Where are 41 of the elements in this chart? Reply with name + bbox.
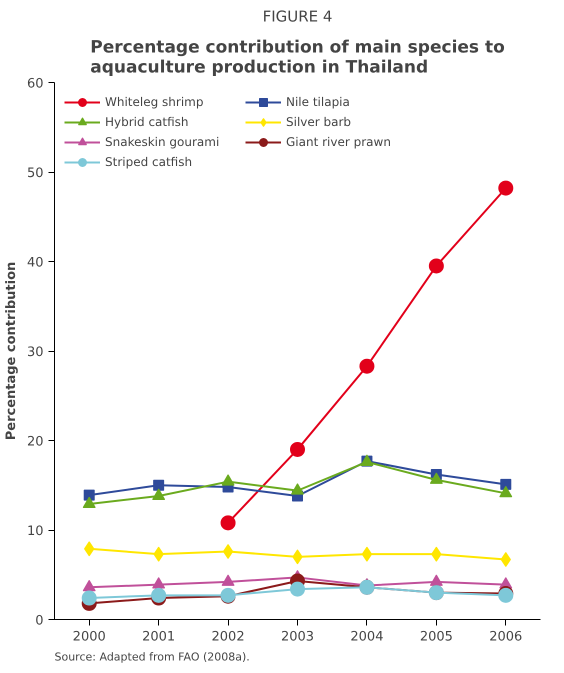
- x-tick-label: 2006: [489, 630, 522, 644]
- y-tick-label: 40: [26, 256, 44, 270]
- point: [292, 549, 303, 564]
- x-tick-label: 2005: [420, 630, 453, 644]
- legend-label: Striped catfish: [105, 155, 194, 169]
- point: [151, 588, 166, 603]
- legend-label: Whiteleg shrimp: [105, 95, 204, 109]
- point: [498, 180, 514, 196]
- point: [82, 590, 97, 606]
- point: [290, 582, 305, 597]
- point: [500, 478, 512, 490]
- point: [290, 442, 305, 457]
- point: [220, 515, 236, 530]
- source-note: Source: Adapted from FAO (2008a).: [54, 650, 250, 664]
- legend-label: Giant river prawn: [286, 135, 392, 149]
- legend-label: Silver barb: [286, 115, 352, 129]
- chart-subtitle: Percentage contribution of main species to aquaculture production in Thailand: [90, 38, 505, 78]
- y-tick-label: 50: [26, 166, 44, 181]
- point: [153, 480, 164, 491]
- legend-label: Nile tilapia: [286, 95, 351, 109]
- x-tick-label: 2002: [212, 630, 245, 644]
- point: [359, 358, 374, 374]
- y-tick-label: 30: [26, 345, 44, 360]
- y-tick-label: 10: [26, 524, 44, 539]
- chart-title: FIGURE 4: [262, 8, 332, 26]
- legend-label: Hybrid catfish: [105, 115, 190, 129]
- point: [431, 546, 442, 562]
- legend-label: Snakeskin gourami: [105, 135, 220, 149]
- point: [428, 258, 444, 274]
- x-tick-label: 2000: [72, 630, 106, 644]
- y-tick-label: 20: [26, 434, 44, 450]
- x-tick-label: 2001: [142, 630, 176, 644]
- y-tick-label: 60: [26, 76, 44, 92]
- point: [153, 546, 164, 562]
- point: [84, 490, 95, 501]
- x-tick-label: 2003: [280, 630, 314, 644]
- y-tick-label: 0: [35, 614, 44, 628]
- x-tick-label: 2004: [350, 630, 384, 644]
- point: [222, 544, 234, 559]
- point: [362, 546, 372, 562]
- y-axis-title: Percentage contribution: [4, 262, 19, 440]
